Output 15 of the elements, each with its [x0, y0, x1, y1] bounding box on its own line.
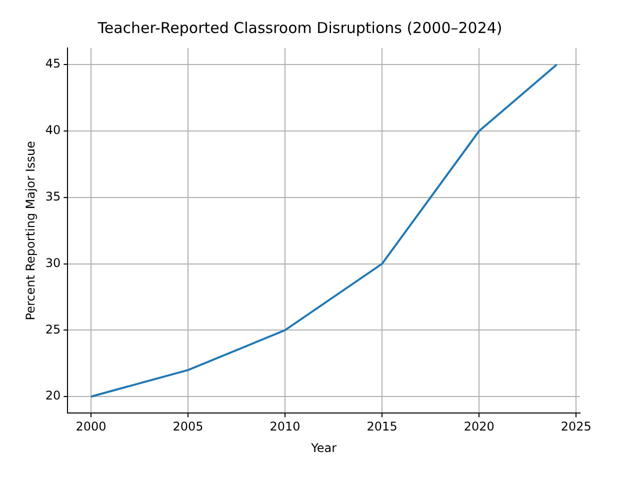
x-axis-title: Year: [310, 440, 337, 455]
x-tick-label: 2020: [464, 420, 494, 434]
y-tick-label: 45: [45, 56, 61, 71]
x-tick-label: 2015: [366, 420, 398, 434]
chart-title: Teacher-Reported Classroom Disruptions (2000–2024): [96, 18, 502, 37]
x-tick-label: 2025: [560, 420, 592, 434]
x-tick-label: 2010: [270, 420, 300, 434]
x-tick-label: 2005: [172, 420, 204, 434]
y-axis-title: Percent Reporting Major Issue: [23, 140, 38, 320]
y-tick-label: 40: [45, 123, 61, 138]
y-tick-label: 30: [45, 256, 61, 270]
x-tick-label: 2000: [76, 420, 106, 434]
y-tick-label: 35: [45, 190, 61, 204]
y-tick-label: 25: [45, 322, 61, 336]
y-tick-label: 20: [45, 388, 61, 403]
